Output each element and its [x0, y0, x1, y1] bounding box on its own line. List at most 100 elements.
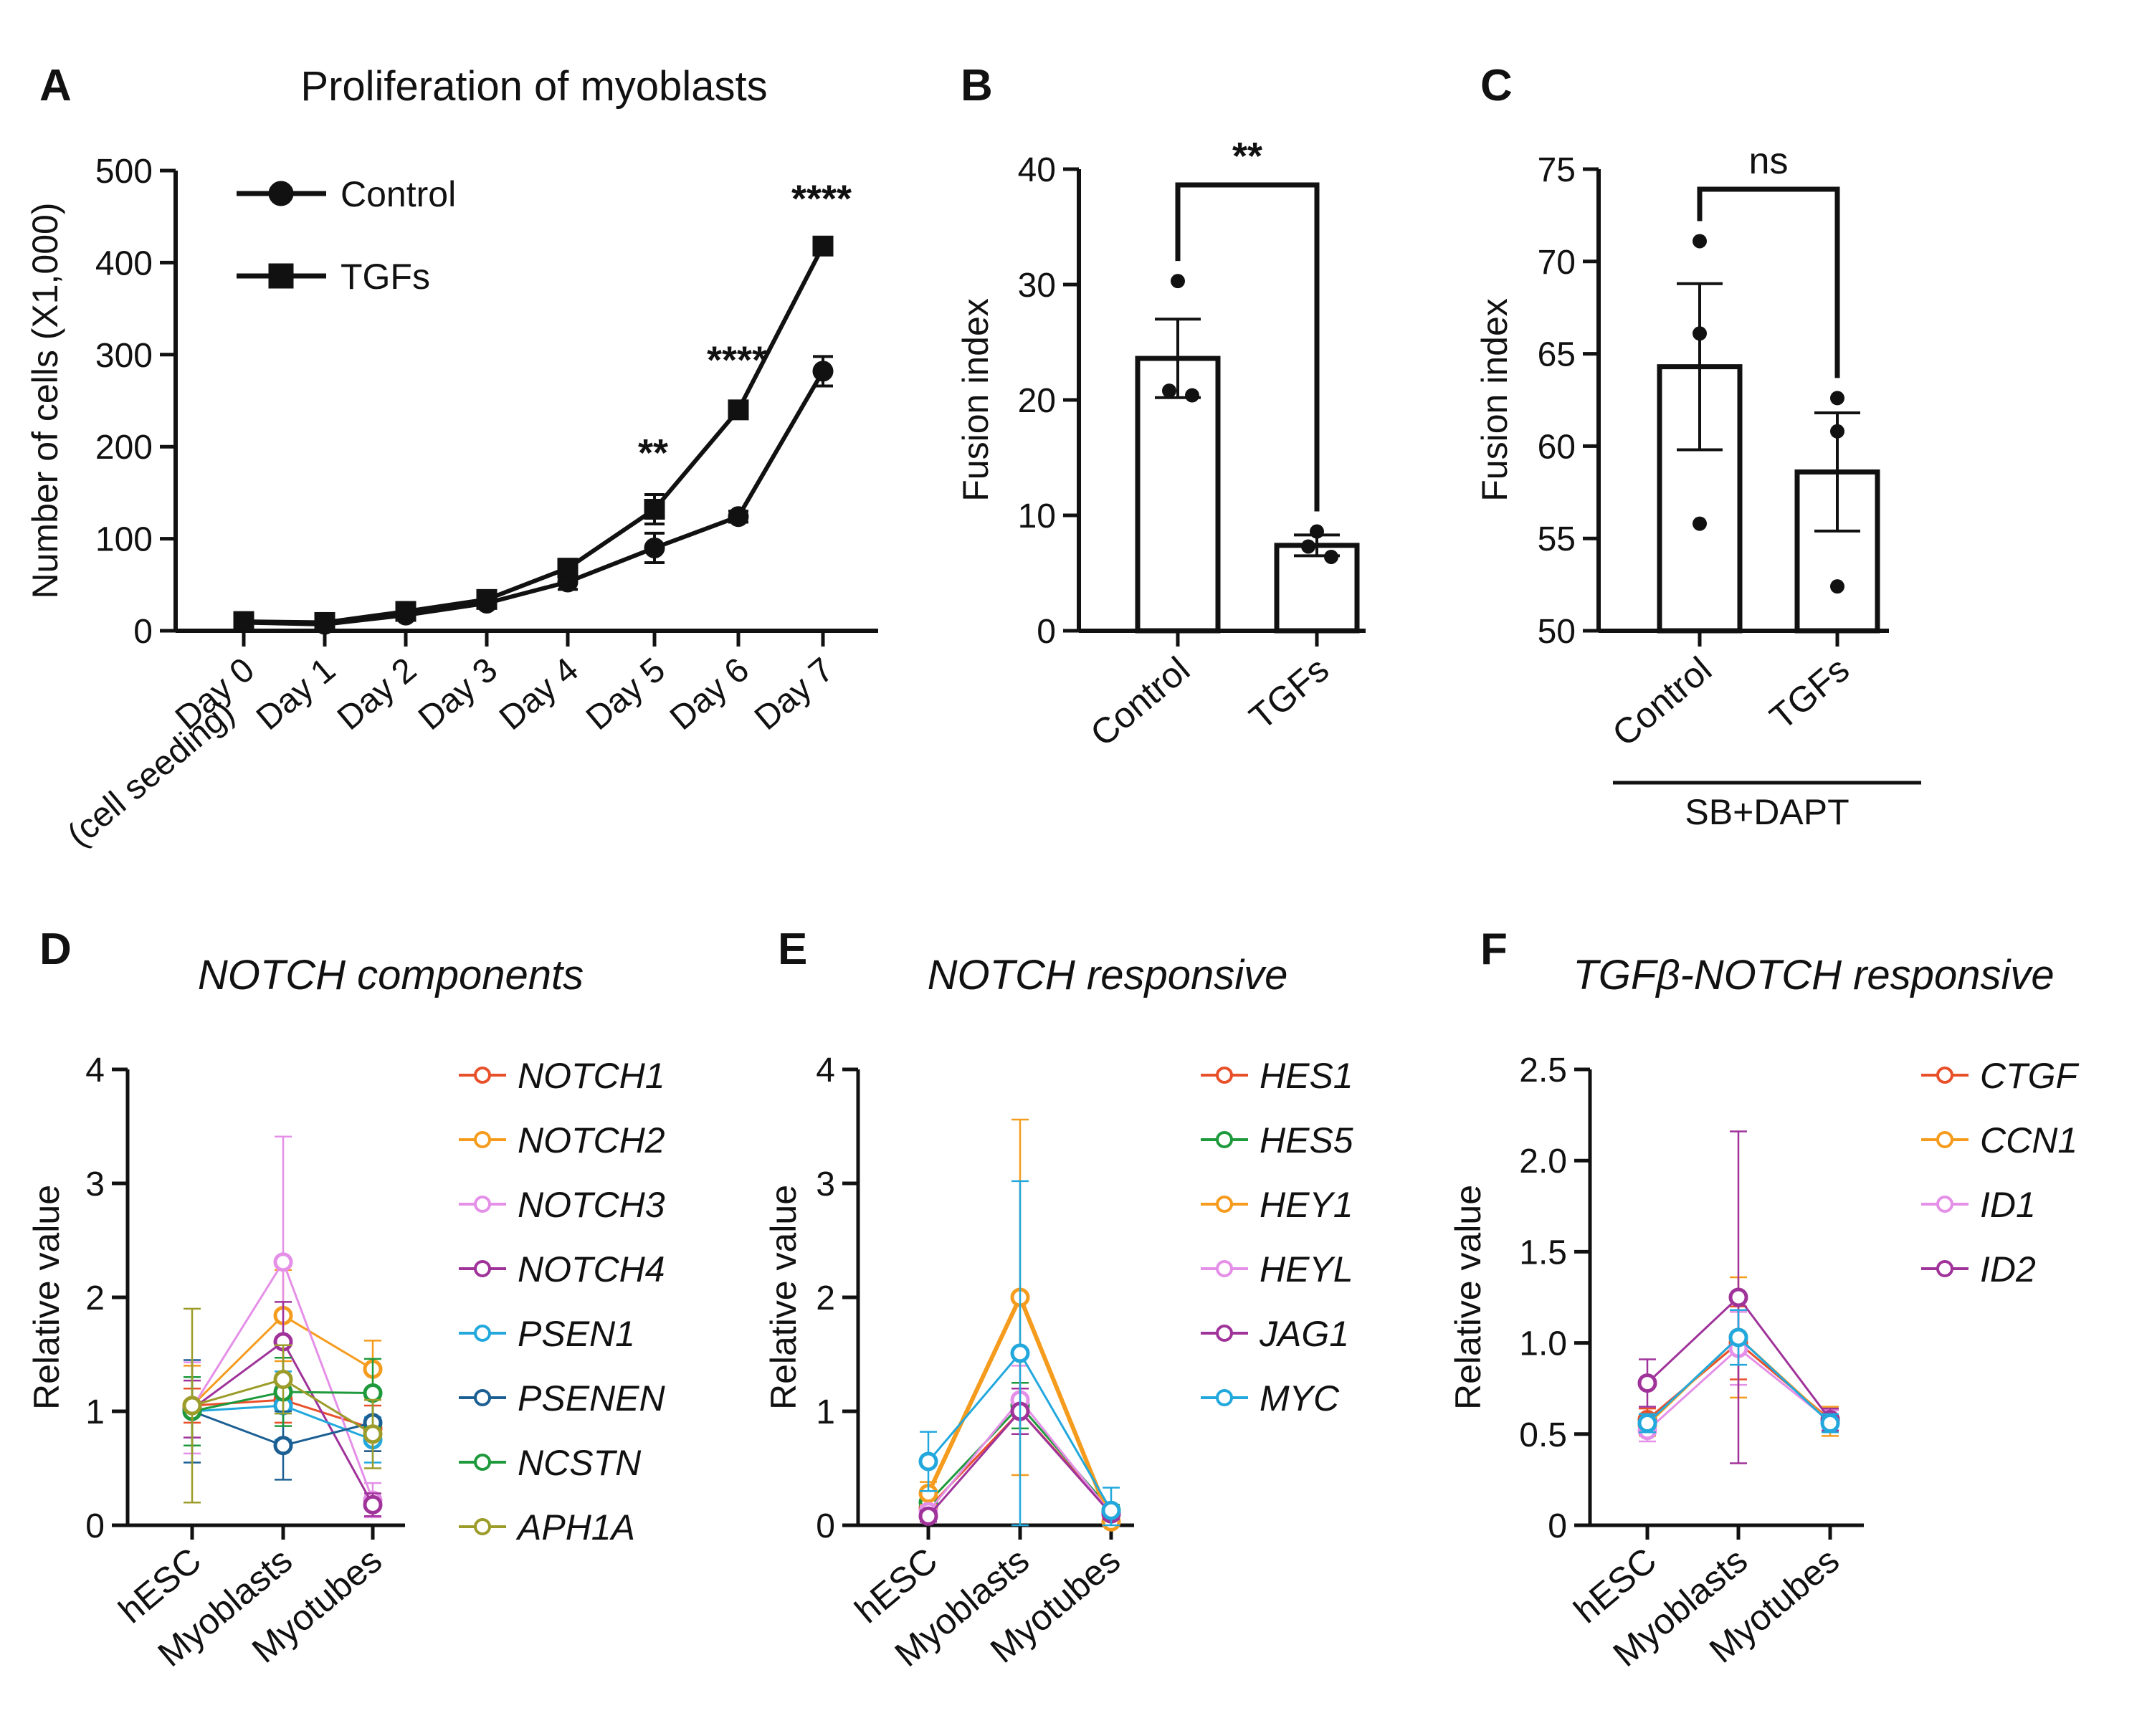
panel-a-point: [644, 537, 665, 558]
panel-f-legend-marker: [1936, 1131, 1953, 1148]
panel-a-point: [644, 499, 665, 520]
panel-b-y-tick-label: 10: [1018, 497, 1056, 535]
panel-e-legend-label: JAG1: [1259, 1314, 1349, 1354]
panel-b-y-label: Fusion index: [956, 298, 996, 502]
panel-e-y-tick-label: 2: [816, 1279, 835, 1317]
panel-b-data-point: [1185, 388, 1199, 403]
panel-f-y-tick-label: 2.5: [1519, 1051, 1567, 1089]
panel-d-y-tick-label: 3: [85, 1165, 105, 1203]
panel-b-x-tick-label: Control: [1083, 649, 1197, 755]
panel-d-y-label: Relative value: [27, 1185, 67, 1410]
panel-c-y-tick-label: 65: [1538, 336, 1576, 374]
panel-c-y-tick-label: 55: [1538, 520, 1576, 558]
panel-e-legend-marker: [1216, 1067, 1233, 1084]
panel-f-legend-label: CCN1: [1980, 1120, 2077, 1160]
panel-e-legend-label: HEY1: [1260, 1185, 1353, 1225]
panel-c-x-tick-label: TGFs: [1762, 649, 1857, 738]
panel-letter-d: D: [39, 925, 72, 974]
panel-f-y-tick-label: 2.0: [1519, 1143, 1567, 1181]
panel-a-title: Proliferation of myoblasts: [300, 63, 767, 110]
panel-d-legend-label: PSEN1: [518, 1314, 635, 1354]
panel-a-point: [476, 588, 498, 610]
panel-a-point: [812, 361, 834, 382]
panel-b-y-tick-label: 40: [1018, 151, 1056, 189]
panel-c-y-tick-label: 75: [1538, 151, 1576, 189]
panel-f-y-tick-label: 0: [1548, 1507, 1567, 1545]
panel-d-y-tick-label: 2: [85, 1279, 105, 1317]
panel-d-legend-label: APH1A: [515, 1507, 635, 1547]
panel-b-y-tick-label: 0: [1037, 613, 1056, 651]
panel-letter-a: A: [39, 61, 72, 110]
panel-d-point: [363, 1383, 383, 1403]
panel-a-x-tick-sublabel: (cell seeding): [60, 694, 242, 854]
panel-d-legend-marker: [474, 1389, 491, 1406]
panel-a-point: [395, 601, 416, 622]
panel-c-y-tick-label: 60: [1538, 428, 1576, 466]
panel-letter-b: B: [961, 61, 993, 110]
panel-d-legend-marker: [474, 1196, 491, 1213]
panel-d-y-tick-label: 1: [85, 1393, 105, 1431]
panel-a-y-tick-label: 400: [95, 244, 153, 282]
panel-e-y-tick-label: 3: [816, 1165, 835, 1203]
panel-e-point: [1010, 1343, 1030, 1363]
panel-a-x-tick-label: Day 4: [492, 651, 586, 738]
panel-b-significance-bracket: [1175, 182, 1320, 512]
panel-d-legend-marker: [474, 1518, 491, 1535]
panel-d-legend-marker: [474, 1454, 491, 1471]
panel-a-legend-marker: [268, 181, 294, 206]
panel-a-x-tick-label: Day 5: [579, 651, 672, 738]
panel-a-point: [728, 399, 749, 421]
panel-f-legend-label: ID1: [1980, 1185, 2036, 1225]
panel-b-bar: [1135, 356, 1221, 634]
panel-a-y-tick-label: 100: [95, 521, 153, 559]
panel-d-legend-marker: [474, 1325, 491, 1342]
panel-b-data-point: [1171, 274, 1185, 289]
panel-c-y-tick-label: 70: [1538, 244, 1576, 282]
panel-d-y-tick-label: 4: [85, 1051, 105, 1089]
panel-c-group-label: SB+DAPT: [1685, 792, 1849, 832]
panel-d-y-tick-label: 0: [85, 1507, 105, 1545]
panel-c-data-point: [1830, 424, 1844, 439]
panel-b-data-point: [1301, 539, 1315, 554]
panel-f-legend-marker: [1936, 1260, 1953, 1277]
panel-d-legend-label: NOTCH4: [518, 1249, 665, 1289]
panel-e-y-tick-label: 4: [816, 1051, 835, 1089]
panel-a-significance: **: [638, 431, 668, 474]
panel-letter-f: F: [1480, 925, 1508, 974]
panel-c-significance-bracket: [1697, 186, 1840, 378]
panel-a-significance: ****: [791, 178, 852, 221]
panel-e-legend-marker: [1216, 1389, 1233, 1406]
panel-d-legend-marker: [474, 1131, 491, 1148]
panel-a-y-tick-label: 500: [95, 153, 153, 191]
panel-d-title: NOTCH components: [198, 952, 584, 998]
panel-c-data-point: [1693, 516, 1707, 531]
panel-b-y-tick-label: 20: [1018, 382, 1056, 420]
panel-b-y-tick-label: 30: [1018, 267, 1056, 305]
panel-c-data-point: [1830, 391, 1844, 406]
panel-a-point: [557, 558, 579, 579]
panel-d-legend-marker: [474, 1260, 491, 1277]
panel-c-y-label: Fusion index: [1475, 298, 1515, 502]
panel-e-legend-marker: [1216, 1131, 1233, 1148]
panel-d-legend-marker: [474, 1067, 491, 1084]
panel-f-legend-label: ID2: [1980, 1249, 2036, 1289]
panel-a-x-tick-label: Day 2: [330, 651, 424, 738]
panel-a-x-tick-label: Day 7: [748, 651, 841, 738]
panel-b-data-point: [1324, 549, 1338, 564]
panel-a-y-tick-label: 200: [95, 429, 153, 467]
panel-e-legend-label: MYC: [1260, 1378, 1340, 1418]
panel-d-point: [273, 1369, 293, 1389]
panel-a-legend-marker: [268, 263, 294, 289]
panel-a-point: [728, 506, 749, 528]
panel-e-legend-marker: [1216, 1325, 1233, 1342]
panel-c-data-point: [1693, 234, 1707, 249]
panel-a-point: [812, 235, 834, 257]
panel-d-legend-label: NOTCH2: [518, 1120, 665, 1160]
panel-f-legend-marker: [1936, 1196, 1953, 1213]
panel-a-point: [233, 611, 254, 632]
panel-d-point: [182, 1396, 202, 1416]
panel-c-x-tick-label: Control: [1605, 649, 1719, 755]
panel-e-legend-label: HEYL: [1260, 1249, 1353, 1289]
